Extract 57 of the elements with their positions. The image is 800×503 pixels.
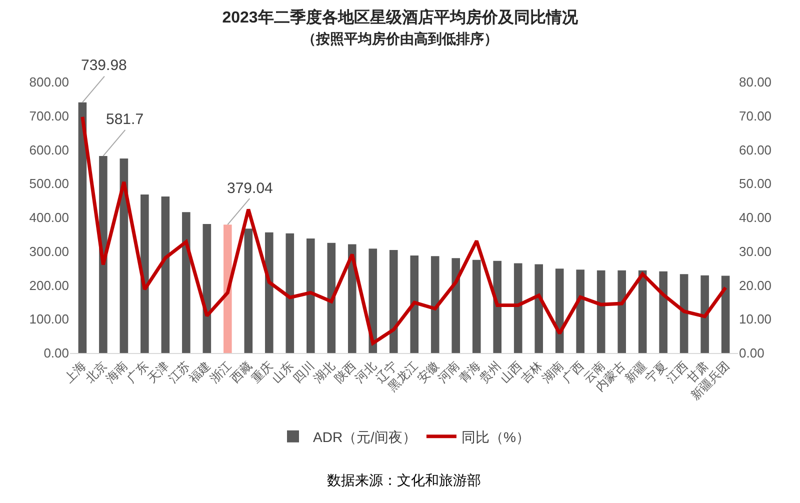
bar [700, 275, 709, 353]
bar [265, 232, 274, 353]
bar [472, 260, 481, 353]
y2-tick-label: 80.00 [739, 74, 772, 90]
y-tick-label: 0.00 [44, 346, 69, 361]
bar [78, 102, 87, 353]
y-tick-label: 800.00 [29, 74, 69, 90]
bar [244, 228, 253, 353]
y2-tick-label: 20.00 [739, 278, 772, 293]
bar [618, 270, 626, 353]
y-tick-label: 100.00 [29, 312, 69, 327]
bar [576, 270, 584, 353]
bar [161, 196, 170, 353]
legend-label: ADR（元/间夜） [313, 428, 416, 445]
bar [596, 270, 606, 353]
line-series [80, 115, 728, 345]
y2-tick-label: 50.00 [739, 176, 772, 192]
bar [327, 242, 336, 353]
data-label: 581.7 [106, 111, 144, 128]
y2-tick-label: 0.00 [739, 346, 764, 361]
bar [389, 250, 398, 353]
y-tick-label: 600.00 [29, 142, 69, 158]
bar [140, 194, 149, 353]
bar [99, 156, 108, 353]
chart-subtitle: （按照平均房价由高到低排序） [302, 30, 498, 46]
bar [659, 271, 668, 353]
bar [410, 255, 419, 353]
bar [348, 244, 356, 353]
y2-tick-label: 70.00 [739, 108, 772, 124]
bar [680, 274, 688, 353]
y2-tick-label: 60.00 [739, 142, 772, 158]
bar [638, 270, 647, 353]
bar [368, 248, 378, 353]
data-label: 739.98 [81, 57, 127, 74]
y-tick-label: 700.00 [29, 108, 69, 124]
legend-label: 同比（%） [461, 428, 530, 445]
data-label: 379.04 [227, 180, 273, 197]
bar [493, 260, 502, 353]
y2-tick-label: 30.00 [739, 244, 772, 259]
y-tick-label: 400.00 [29, 210, 69, 226]
y2-tick-label: 40.00 [739, 210, 772, 226]
bar [202, 224, 212, 353]
chart-title: 2023年二季度各地区星级酒店平均房价及同比情况 [222, 8, 579, 27]
bar [430, 256, 440, 353]
y-tick-label: 300.00 [29, 244, 69, 259]
bar [286, 233, 294, 353]
bar [514, 263, 522, 353]
bar [224, 224, 232, 353]
bar [306, 238, 315, 353]
y2-tick-label: 10.00 [739, 312, 772, 327]
bar [182, 212, 190, 353]
bar [721, 276, 730, 353]
bar [452, 258, 460, 353]
y-tick-label: 200.00 [29, 278, 69, 293]
bar [534, 264, 543, 353]
y-tick-label: 500.00 [29, 176, 69, 192]
source-note: 数据来源：文化和旅游部 [327, 472, 481, 488]
